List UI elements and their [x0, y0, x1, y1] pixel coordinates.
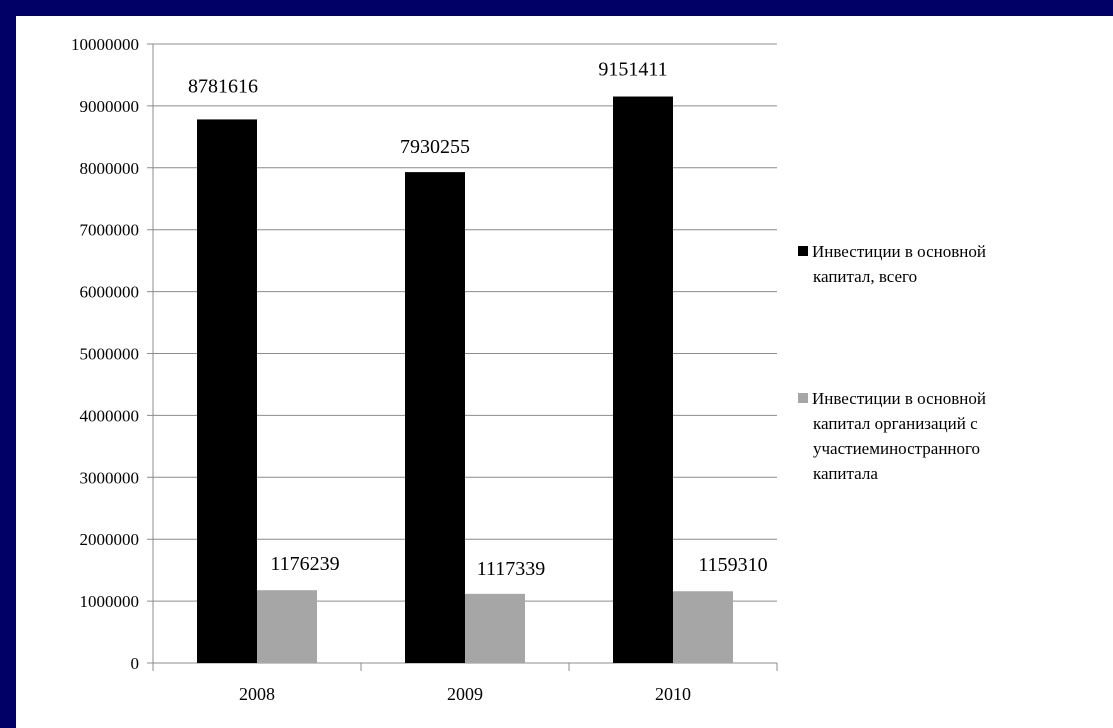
y-tick-label: 9000000	[80, 97, 140, 116]
x-tick-label: 2010	[655, 684, 691, 704]
bar-foreign-2008	[257, 590, 317, 663]
bar-chart: 0 1000000 2000000 3000000 4000000 5000000 6000…	[71, 35, 986, 704]
legend-label: капитал организаций с	[813, 414, 978, 433]
bar-total-2008	[197, 119, 257, 663]
y-tick-label: 2000000	[80, 530, 140, 549]
y-tick-label: 8000000	[80, 159, 140, 178]
legend-label: Инвестиции в основной	[812, 242, 986, 261]
y-tick-label: 3000000	[80, 468, 140, 487]
legend-label: капитал, всего	[813, 267, 917, 286]
y-tick-label: 0	[131, 654, 140, 673]
y-tick-label: 5000000	[80, 345, 140, 364]
x-tick-label: 2009	[447, 684, 483, 704]
data-label: 8781616	[188, 75, 258, 97]
data-label: 9151411	[598, 59, 667, 81]
bar-total-2010	[613, 96, 673, 664]
y-tick-label: 4000000	[80, 406, 140, 425]
legend-swatch-total	[798, 246, 808, 256]
chart-area: 0 1000000 2000000 3000000 4000000 5000000 6000…	[16, 16, 1113, 728]
data-label: 1176239	[270, 553, 339, 575]
legend-label: капитала	[813, 464, 878, 483]
y-tick-label: 1000000	[80, 592, 140, 611]
legend-swatch-foreign	[798, 393, 808, 403]
y-tick-label: 10000000	[71, 35, 139, 54]
data-label: 1117339	[477, 558, 546, 580]
x-tick-label: 2008	[239, 684, 275, 704]
bar-total-2009	[405, 172, 465, 663]
y-tick-label: 7000000	[80, 221, 140, 240]
y-tick-label: 6000000	[80, 283, 140, 302]
legend-label: участиеминостранного	[813, 439, 980, 458]
bar-foreign-2009	[465, 593, 525, 663]
legend-label: Инвестиции в основной	[812, 389, 986, 408]
data-label: 1159310	[698, 554, 767, 576]
bar-foreign-2010	[673, 591, 733, 663]
data-label: 7930255	[400, 136, 470, 158]
